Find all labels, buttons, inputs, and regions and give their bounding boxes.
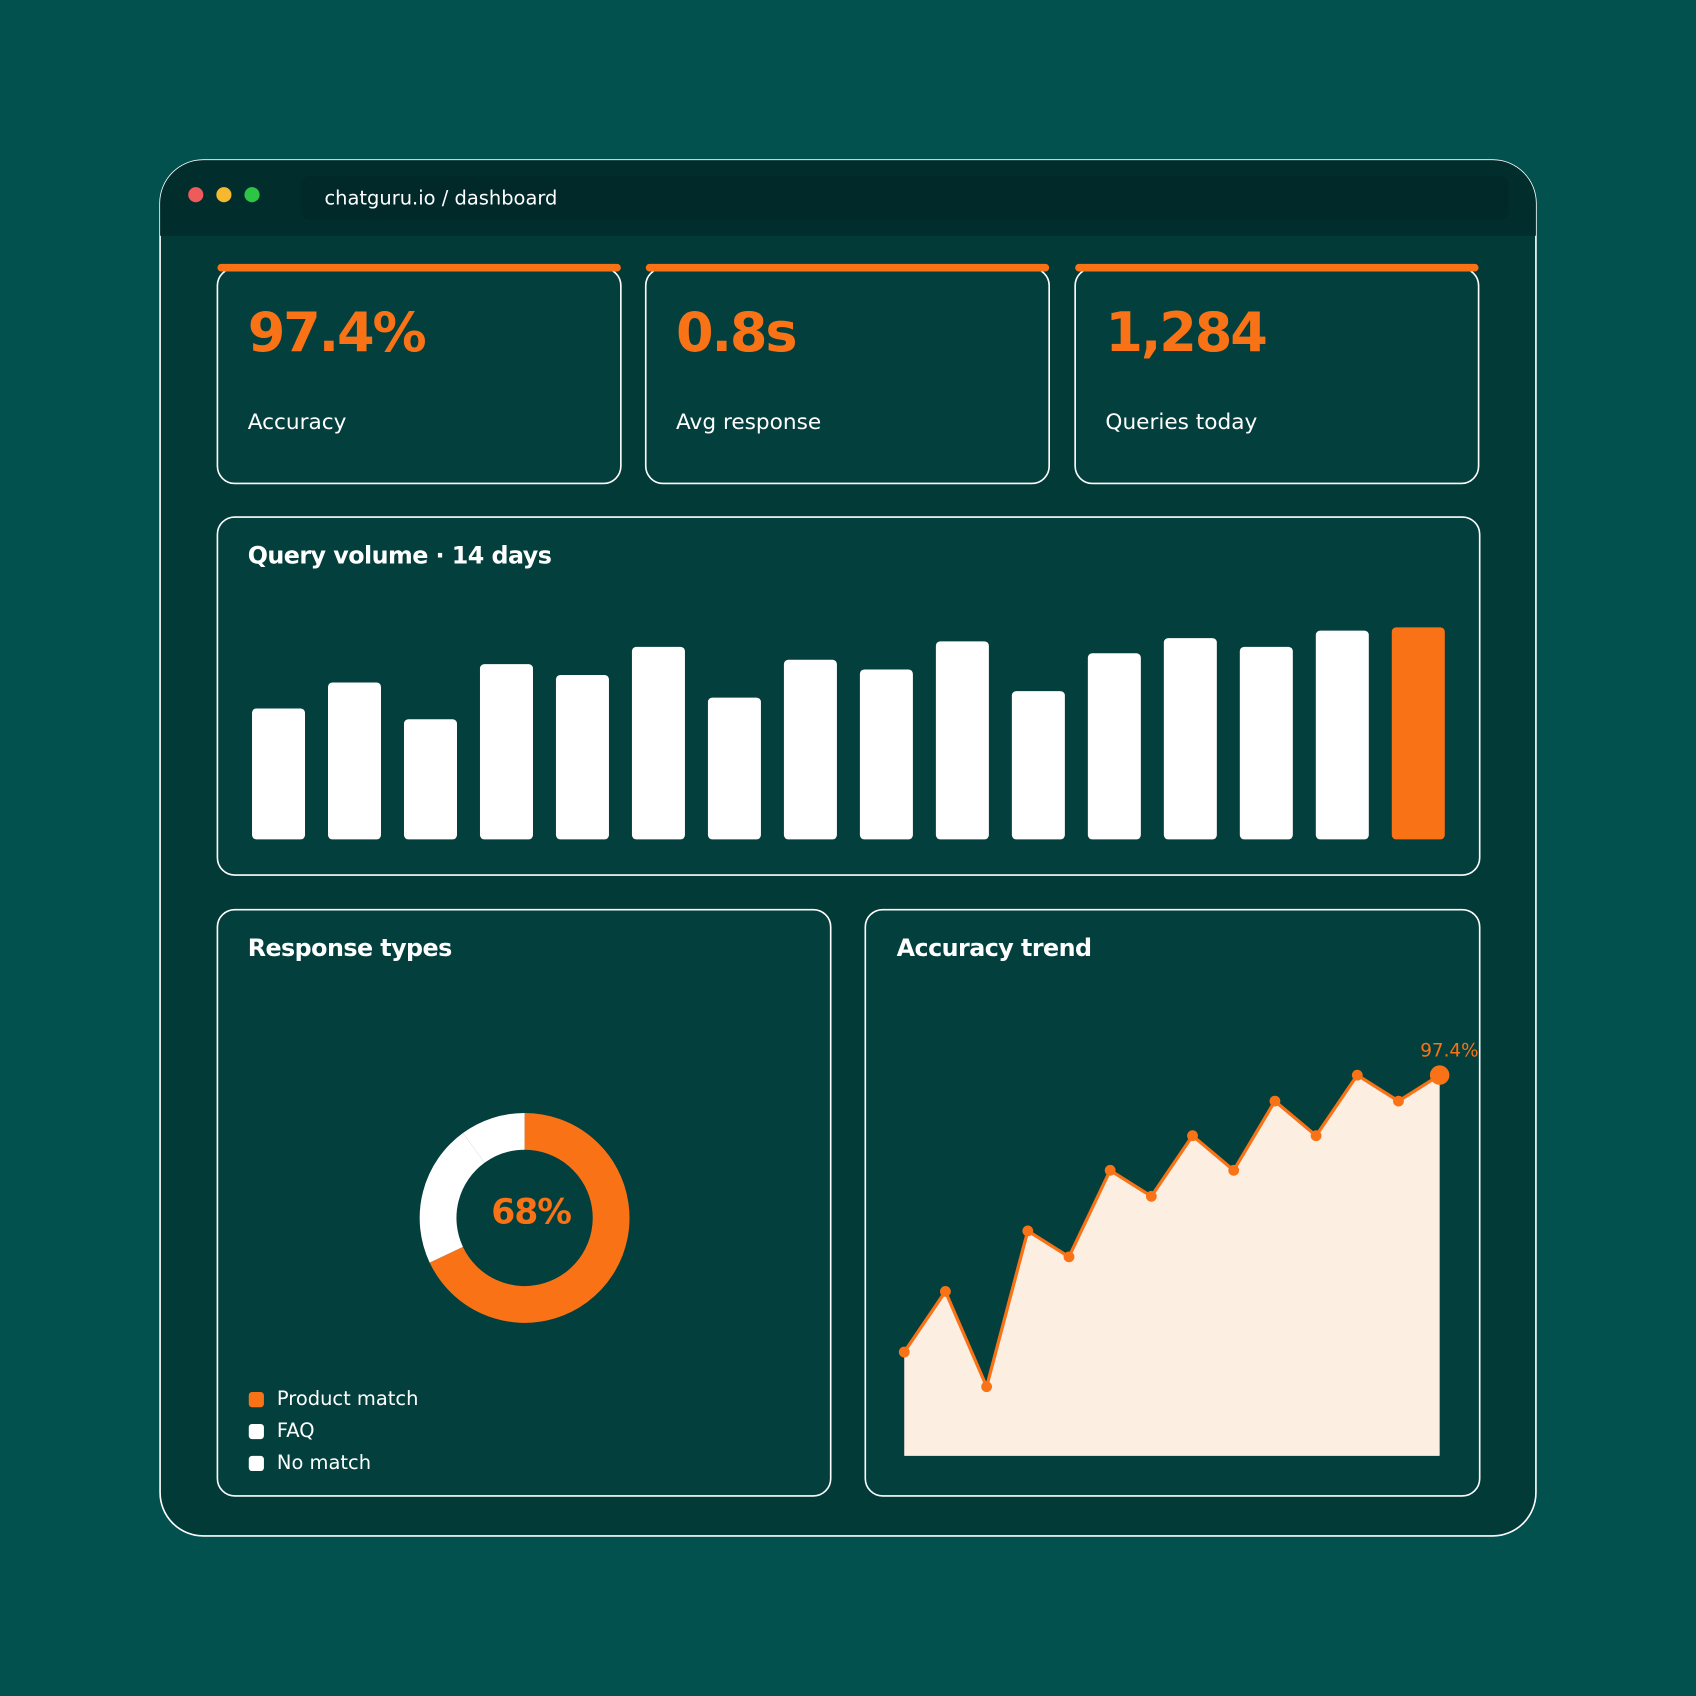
point [1429,1065,1450,1085]
panel [216,908,832,1497]
donut-segment [419,1133,486,1263]
point [1022,1225,1034,1237]
bar [1011,691,1065,840]
kpi-label: Accuracy [248,410,347,435]
point [940,1286,951,1297]
legend-label: Product match [277,1387,419,1410]
bar [1087,653,1141,840]
point [1145,1190,1157,1202]
chart-title: Query volume · 14 days [248,542,552,570]
bar [555,674,609,840]
bar [328,682,382,840]
point [1187,1130,1198,1142]
bar [935,641,989,840]
minimize-dot[interactable] [216,187,232,203]
point [1351,1069,1363,1081]
point [898,1346,910,1358]
bar [783,659,837,840]
bar [479,664,533,840]
chart-title: Accuracy trend [897,934,1092,962]
donut-segment [462,1113,526,1164]
kpi-value: 0.8s [676,301,795,364]
bar [1315,630,1369,840]
legend-label: FAQ [277,1419,315,1442]
point [1393,1095,1404,1107]
chart-title: Response types [248,934,452,962]
bar [252,708,306,840]
close-dot[interactable] [188,187,204,203]
kpi-label: Avg response [676,410,821,435]
point [1104,1164,1116,1176]
point [1228,1164,1240,1176]
line [902,1073,1441,1389]
donut-segment [429,1113,630,1323]
bar [1391,627,1445,840]
maximize-dot[interactable] [244,187,260,203]
bar [1163,638,1217,840]
point [1063,1251,1075,1263]
legend-swatch [248,1455,264,1472]
url-bar[interactable] [300,176,1509,220]
area [904,1075,1440,1456]
kpi-value: 97.4% [248,301,426,364]
url: chatguru.io / dashboard [324,187,557,210]
bar [707,697,761,840]
kpi-accent [1075,263,1479,272]
legend-swatch [248,1423,264,1440]
bar [403,719,457,840]
kpi-accent [217,263,621,272]
point [1269,1095,1281,1107]
bar [1239,646,1293,840]
kpi-label: Queries today [1105,410,1257,435]
point [1310,1130,1322,1142]
legend-swatch [248,1392,264,1408]
point [981,1381,993,1393]
bar [859,669,913,840]
data-label: 97.4% [1420,1040,1478,1061]
kpi-value: 1,284 [1105,301,1266,364]
legend-label: No match [277,1451,371,1474]
bar [631,646,685,840]
donut-center-label: 68% [491,1193,571,1233]
kpi-accent [645,263,1050,272]
